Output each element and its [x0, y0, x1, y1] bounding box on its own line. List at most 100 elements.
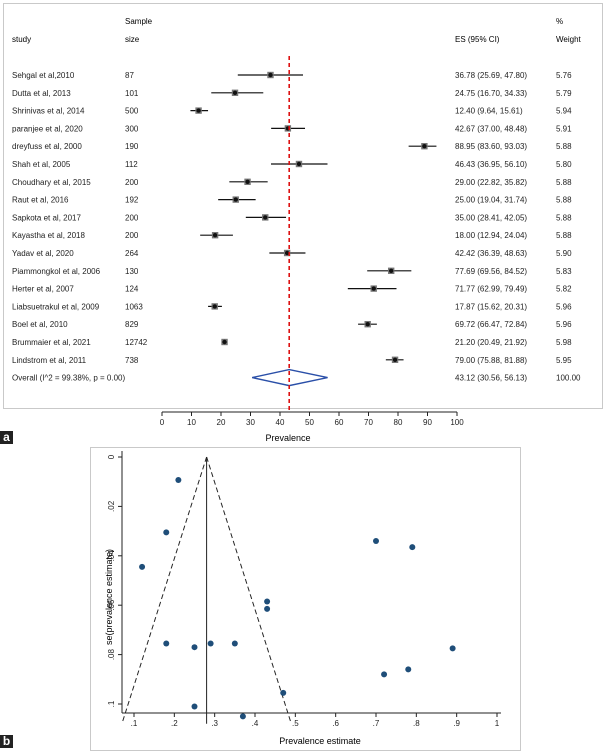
- study-sample-size: 200: [125, 178, 139, 187]
- funnel-y-tick-label: .02: [107, 500, 116, 512]
- funnel-point: [191, 644, 198, 651]
- forest-rows: Sehgal et al,2010 87 36.78 (25.69, 47.80) 5…: [12, 56, 581, 412]
- forest-tick-label: 70: [364, 418, 373, 427]
- forest-x-axis: 0 10 20 30 40 50 60 70 80 90 100: [160, 411, 464, 427]
- funnel-point: [207, 640, 214, 647]
- funnel-y-tick-label: .04: [107, 550, 116, 562]
- study-point: [196, 108, 201, 113]
- study-name: Dutta et al, 2013: [12, 89, 71, 98]
- study-weight: 5.80: [556, 160, 572, 169]
- study-point: [233, 197, 238, 202]
- funnel-point: [280, 689, 287, 696]
- header-sample-1: Sample: [125, 17, 153, 26]
- study-name: Liabsuetrakul et al, 2009: [12, 302, 100, 311]
- funnel-point: [231, 640, 238, 647]
- study-point: [392, 357, 398, 362]
- header-weight-2: Weight: [556, 35, 582, 44]
- study-sample-size: 500: [125, 107, 139, 116]
- study-name: Shrinivas et al, 2014: [12, 107, 85, 116]
- funnel-point: [264, 605, 271, 612]
- forest-tick-label: 20: [217, 418, 226, 427]
- study-sample-size: 101: [125, 89, 139, 98]
- overall-diamond: [252, 368, 328, 387]
- forest-tick-label: 80: [394, 418, 403, 427]
- study-point: [222, 339, 227, 345]
- study-es-ci: 29.00 (22.82, 35.82): [455, 178, 527, 187]
- study-weight: 5.98: [556, 338, 572, 347]
- funnel-x-tick-label: .1: [131, 719, 138, 728]
- study-weight: 5.88: [556, 178, 572, 187]
- study-weight: 5.90: [556, 249, 572, 258]
- study-es-ci: 42.67 (37.00, 48.48): [455, 124, 527, 133]
- study-es-ci: 46.43 (36.95, 56.10): [455, 160, 527, 169]
- funnel-x-tick-label: .5: [292, 719, 299, 728]
- study-weight: 5.96: [556, 302, 572, 311]
- study-es-ci: 79.00 (75.88, 81.88): [455, 356, 527, 365]
- study-name: Brummaier et al, 2021: [12, 338, 91, 347]
- study-weight: 5.76: [556, 71, 572, 80]
- funnel-point: [373, 537, 379, 544]
- study-es-ci: 36.78 (25.69, 47.80): [455, 71, 527, 80]
- panel-a-label: a: [0, 431, 13, 444]
- study-weight: 5.88: [556, 213, 572, 222]
- study-weight: 5.83: [556, 267, 572, 276]
- study-point: [365, 322, 370, 327]
- study-es-ci: 25.00 (19.04, 31.74): [455, 196, 527, 205]
- study-es-ci: 17.87 (15.62, 20.31): [455, 302, 527, 311]
- study-es-ci: 18.00 (12.94, 24.04): [455, 231, 527, 240]
- funnel-point: [191, 703, 198, 710]
- study-sample-size: 264: [125, 249, 139, 258]
- study-weight: 5.88: [556, 142, 572, 151]
- forest-headers: Sample size study ES (95% CI) % Weight: [12, 17, 582, 44]
- funnel-y-tick-label: .08: [107, 648, 116, 660]
- forest-tick-label: 90: [423, 418, 432, 427]
- study-sample-size: 738: [125, 356, 139, 365]
- study-weight: 5.96: [556, 320, 572, 329]
- study-name: Kayastha et al, 2018: [12, 231, 85, 240]
- study-sample-size: 300: [125, 124, 139, 133]
- funnel-point: [405, 666, 412, 673]
- study-es-ci: 21.20 (20.49, 21.92): [455, 338, 527, 347]
- study-es-ci: 35.00 (28.41, 42.05): [455, 213, 527, 222]
- study-name: Herter et al, 2007: [12, 285, 74, 294]
- study-point: [422, 144, 427, 149]
- study-weight: 5.88: [556, 231, 572, 240]
- forest-tick-label: 40: [276, 418, 285, 427]
- study-weight: 5.79: [556, 89, 572, 98]
- study-point: [284, 250, 290, 256]
- funnel-point: [449, 645, 456, 652]
- funnel-x-tick-label: .2: [171, 719, 178, 728]
- study-weight: 5.94: [556, 107, 572, 116]
- study-sample-size: 1063: [125, 302, 143, 311]
- funnel-point: [163, 529, 170, 536]
- study-name: Yadav et al, 2020: [12, 249, 74, 258]
- study-name: Choudhary et al, 2015: [12, 178, 91, 187]
- funnel-x-label: Prevalence estimate: [279, 736, 361, 746]
- funnel-plot-panel: .1 .2 .3 .4 .5 .6 .7 .8 .9 1 0 .02 .04 .06 .08 .1 Preva…: [0, 447, 605, 751]
- study-point: [296, 161, 302, 167]
- funnel-left-boundary: [121, 456, 208, 724]
- funnel-y-tick-label: 0: [107, 454, 116, 459]
- funnel-x-tick-label: .9: [453, 719, 460, 728]
- forest-tick-label: 10: [187, 418, 196, 427]
- study-sample-size: 124: [125, 285, 139, 294]
- study-name: Sapkota et al, 2017: [12, 213, 81, 222]
- study-weight: 5.82: [556, 285, 572, 294]
- study-sample-size: 130: [125, 267, 139, 276]
- study-point: [232, 90, 238, 96]
- study-sample-size: 87: [125, 71, 134, 80]
- study-sample-size: 190: [125, 142, 139, 151]
- study-es-ci: 88.95 (83.60, 93.03): [455, 142, 527, 151]
- funnel-x-tick-label: .7: [373, 719, 380, 728]
- forest-tick-label: 60: [335, 418, 344, 427]
- forest-tick-label: 0: [160, 418, 165, 427]
- study-weight: 5.88: [556, 196, 572, 205]
- study-sample-size: 12742: [125, 338, 148, 347]
- funnel-x-tick-label: 1: [495, 719, 500, 728]
- funnel-x-tick-label: .6: [332, 719, 339, 728]
- study-point: [268, 72, 273, 78]
- header-study: study: [12, 35, 31, 44]
- funnel-y-label: se(prevalence estimate): [104, 549, 114, 645]
- study-name: Lindstrom et al, 2011: [12, 356, 87, 365]
- forest-plot: Sample size study ES (95% CI) % Weight S…: [12, 17, 582, 443]
